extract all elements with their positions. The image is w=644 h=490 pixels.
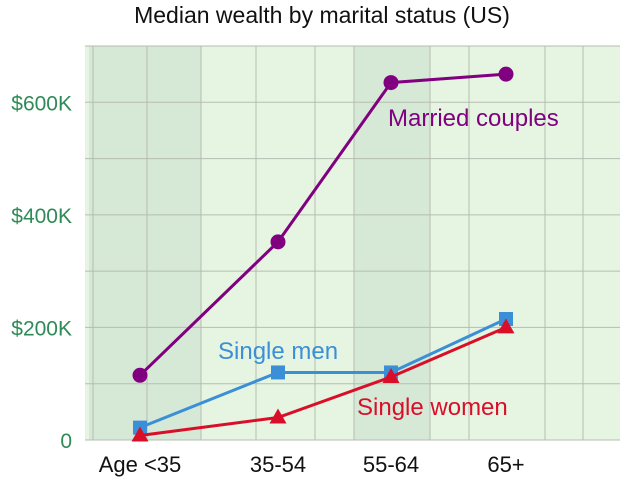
series-label: Single women xyxy=(357,394,508,421)
x-category-label: 55-64 xyxy=(363,452,419,477)
y-tick-label: 0 xyxy=(60,430,72,453)
data-point xyxy=(498,66,514,82)
series-label: Married couples xyxy=(388,105,559,132)
data-point xyxy=(132,367,148,383)
y-tick-label: $200K xyxy=(11,317,72,340)
x-category-label: Age <35 xyxy=(99,452,182,477)
series-line-2 xyxy=(139,326,507,437)
shaded-band-age-under-35 xyxy=(89,46,201,440)
series-label: Single men xyxy=(218,338,338,365)
data-point xyxy=(382,367,400,383)
data-point xyxy=(383,75,399,91)
y-tick-label: $600K xyxy=(11,92,72,115)
data-point xyxy=(269,408,287,424)
data-point xyxy=(271,365,285,380)
data-point xyxy=(131,426,149,442)
chart-title: Median wealth by marital status (US) xyxy=(134,2,510,28)
y-tick-label: $400K xyxy=(11,205,72,228)
x-category-label: 35-54 xyxy=(250,452,306,477)
series-line-1 xyxy=(139,317,507,430)
data-point xyxy=(497,318,515,334)
series-line-0 xyxy=(138,72,507,377)
data-point xyxy=(270,234,286,250)
x-category-label: 65+ xyxy=(487,452,524,477)
